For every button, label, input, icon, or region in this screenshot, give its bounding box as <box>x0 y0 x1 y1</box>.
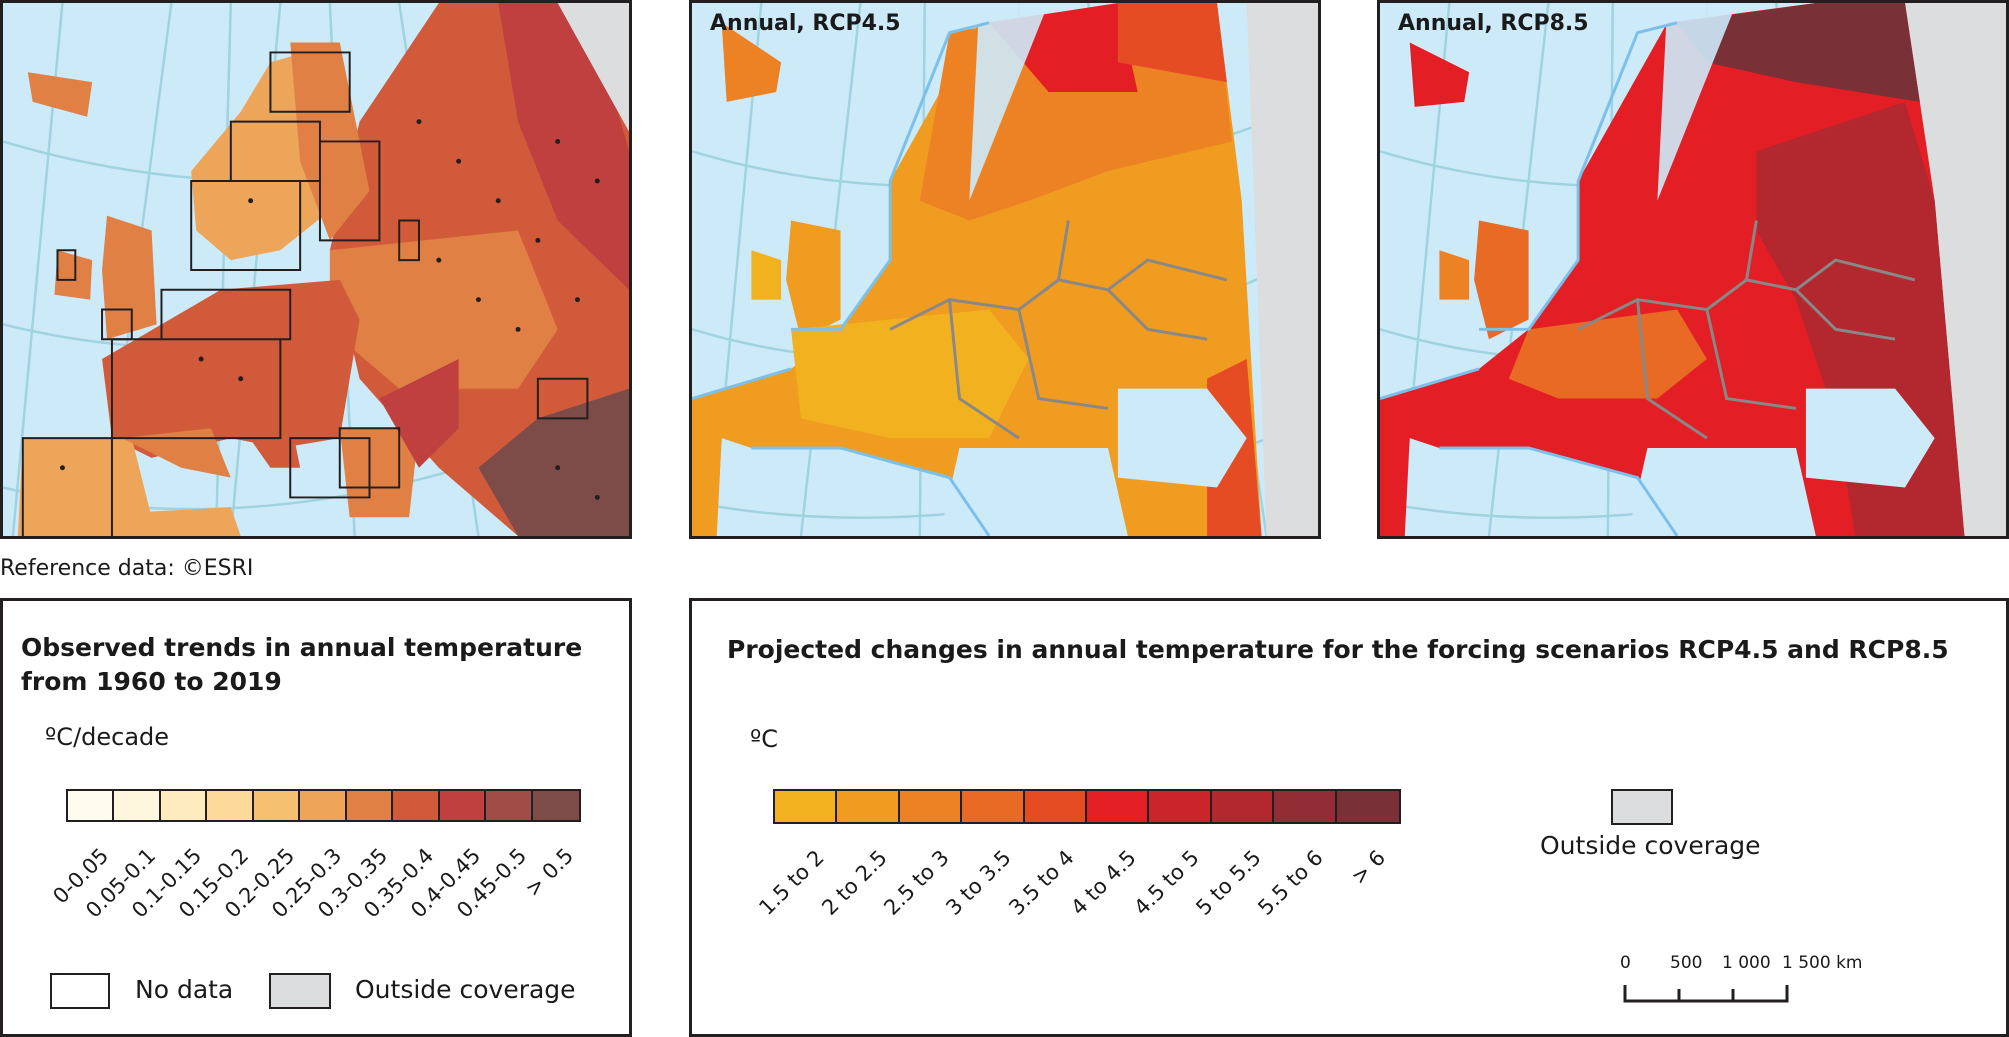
projected-class-tick-label: 5.5 to 6 <box>1253 845 1329 920</box>
legend-observed: Observed trends in annual temperature fr… <box>0 598 632 1037</box>
projected-class-tick-label: 3 to 3.5 <box>941 845 1017 920</box>
projected-class-swatch <box>1336 791 1399 822</box>
scale-bar-graphic <box>1623 985 1789 1003</box>
map-rcp45: Annual, RCP4.5 <box>689 0 1321 539</box>
legend-projected-unit: ºC <box>750 725 779 753</box>
observed-class-swatch <box>300 791 347 820</box>
projected-class-swatch <box>1211 791 1275 822</box>
projected-class-swatch <box>1149 791 1212 822</box>
scale-bar-label: 1 000 <box>1722 953 1771 973</box>
map-rcp85: Annual, RCP8.5 <box>1377 0 2009 539</box>
outside-coverage-swatch <box>1611 789 1673 825</box>
legend-observed-unit: ºC/decade <box>45 723 170 751</box>
observed-class-swatch <box>486 791 533 820</box>
observed-class-swatch <box>439 791 487 820</box>
legend-projected-title: Projected changes in annual temperature … <box>727 635 1949 664</box>
country-borders <box>889 220 1228 440</box>
projected-class-swatch <box>1086 791 1150 822</box>
projected-class-tick-label: 2.5 to 3 <box>879 845 954 920</box>
observed-class-tick-label: > 0.5 <box>520 843 578 902</box>
legend-projected: Projected changes in annual temperature … <box>689 598 2009 1037</box>
outside-coverage-label: Outside coverage <box>355 975 576 1004</box>
projected-class-tick-label: 4.5 to 5 <box>1128 845 1204 920</box>
projected-class-swatch <box>775 791 838 822</box>
no-data-label: No data <box>135 975 234 1004</box>
no-data-swatch <box>50 973 110 1009</box>
projected-class-tick-label: 1.5 to 2 <box>754 845 829 920</box>
legend-observed-title-line2: from 1960 to 2019 <box>21 667 282 696</box>
scale-bar-label: 1 500 km <box>1782 953 1863 973</box>
projected-class-tick-label: 3.5 to 4 <box>1004 845 1079 920</box>
projected-class-tick-label: 2 to 2.5 <box>816 845 892 920</box>
observed-class-swatch <box>532 791 579 820</box>
significance-grid <box>21 51 589 536</box>
legend-observed-colorbar <box>66 789 581 822</box>
legend-projected-colorbar <box>773 789 1401 824</box>
map-observed-svg <box>3 3 629 536</box>
observed-class-swatch <box>393 791 440 820</box>
observed-class-swatch <box>114 791 161 820</box>
map-title-rcp45: Annual, RCP4.5 <box>710 11 901 36</box>
reference-data-credit: Reference data: ©ESRI <box>0 556 254 581</box>
map-title-rcp85: Annual, RCP8.5 <box>1398 11 1589 36</box>
observed-class-swatch <box>68 791 115 820</box>
observed-class-swatch <box>160 791 208 820</box>
significance-dots <box>59 119 600 500</box>
legend-observed-title-line1: Observed trends in annual temperature <box>21 633 583 662</box>
projected-class-swatch <box>837 791 900 822</box>
coastline <box>692 21 991 536</box>
projected-class-swatch <box>962 791 1025 822</box>
projected-class-tick-label: 5 to 5.5 <box>1191 845 1266 920</box>
outside-coverage-swatch <box>269 973 331 1009</box>
observed-class-swatch <box>253 791 301 820</box>
map-observed-trends <box>0 0 632 539</box>
projected-class-tick-label: > 6 <box>1346 845 1390 890</box>
outside-coverage-label: Outside coverage <box>1540 831 1761 860</box>
country-borders <box>1577 220 1916 440</box>
map-rcp45-svg <box>692 3 1318 536</box>
observed-class-swatch <box>346 791 394 820</box>
projected-class-swatch <box>899 791 963 822</box>
scale-bar-label: 0 <box>1620 953 1631 973</box>
projected-class-tick-label: 4 to 4.5 <box>1066 845 1141 920</box>
scale-bar-label: 500 <box>1670 953 1703 973</box>
observed-class-swatch <box>207 791 254 820</box>
projected-class-swatch <box>1024 791 1087 822</box>
projected-class-swatch <box>1274 791 1337 822</box>
coastline <box>1380 21 1679 536</box>
map-rcp85-svg <box>1380 3 2006 536</box>
